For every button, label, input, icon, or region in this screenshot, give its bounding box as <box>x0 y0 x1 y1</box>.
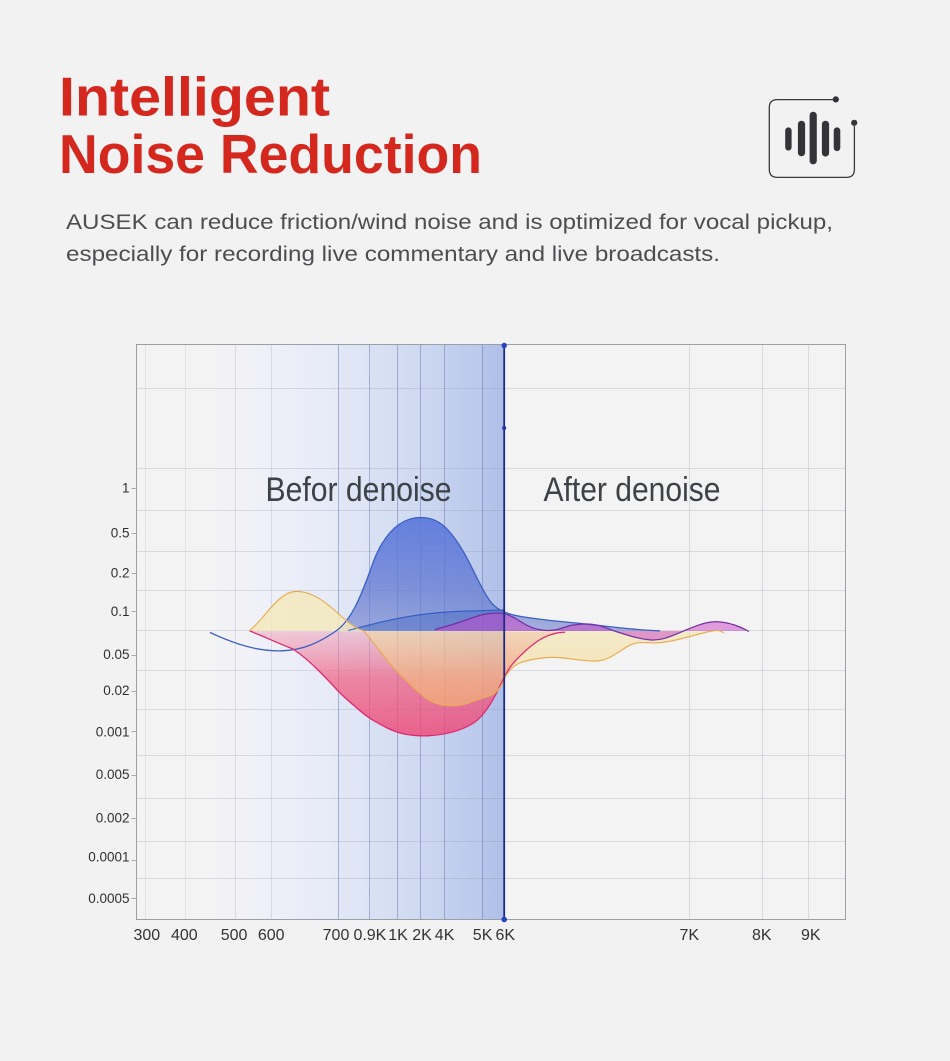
svg-text:0.1: 0.1 <box>111 604 130 619</box>
svg-text:5K: 5K <box>473 927 493 944</box>
svg-text:400: 400 <box>171 927 198 944</box>
svg-text:0.005: 0.005 <box>96 767 130 782</box>
svg-text:Intelligent: Intelligent <box>59 66 330 128</box>
svg-text:0.2: 0.2 <box>111 565 130 580</box>
svg-text:500: 500 <box>221 927 248 944</box>
svg-text:After denoise: After denoise <box>544 471 721 509</box>
svg-text:0.001: 0.001 <box>96 724 130 739</box>
svg-text:0.9K: 0.9K <box>353 927 386 944</box>
svg-text:1: 1 <box>122 481 130 496</box>
svg-text:2K: 2K <box>412 927 432 944</box>
svg-text:600: 600 <box>258 927 285 944</box>
svg-text:0.5: 0.5 <box>111 526 130 541</box>
svg-text:0.0005: 0.0005 <box>88 891 129 906</box>
svg-text:700: 700 <box>323 927 350 944</box>
svg-text:AUSEK can reduce friction/wind: AUSEK can reduce friction/wind noise and… <box>66 211 833 234</box>
svg-text:8K: 8K <box>752 927 772 944</box>
svg-text:9K: 9K <box>801 927 821 944</box>
svg-text:0.02: 0.02 <box>103 683 129 698</box>
svg-text:0.0001: 0.0001 <box>88 849 129 864</box>
svg-text:4K: 4K <box>435 927 455 944</box>
svg-text:Noise Reduction: Noise Reduction <box>59 123 482 185</box>
svg-text:0.05: 0.05 <box>103 647 129 662</box>
svg-text:7K: 7K <box>680 927 700 944</box>
svg-text:1K: 1K <box>388 927 408 944</box>
svg-text:0.002: 0.002 <box>96 811 130 826</box>
svg-text:300: 300 <box>133 927 160 944</box>
svg-text:6K: 6K <box>496 927 516 944</box>
svg-text:especially for recording live: especially for recording live commentary… <box>66 243 720 266</box>
svg-text:Befor denoise: Befor denoise <box>266 471 452 509</box>
